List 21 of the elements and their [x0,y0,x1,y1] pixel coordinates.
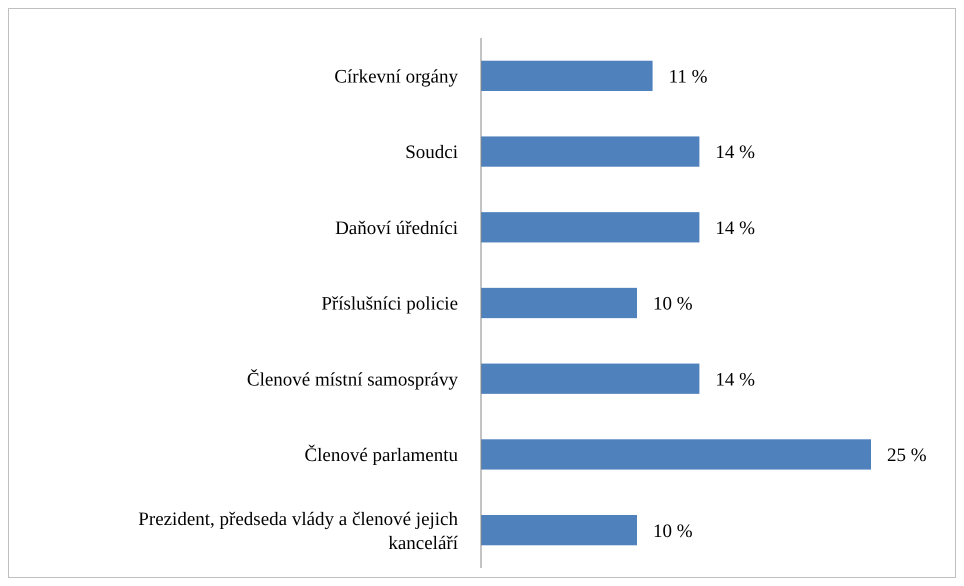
bar [481,212,700,242]
y-tick-label: Členové parlamentu [304,444,458,466]
y-tick-label: Církevní orgány [334,66,458,88]
bar [481,136,700,167]
bar [481,60,653,91]
data-label: 14 % [715,218,756,239]
bar [481,439,871,470]
y-tick-label: Soudci [405,142,458,164]
data-label: 10 % [653,294,693,315]
data-label: 14 % [715,369,756,390]
y-tick-label: Prezident, předseda vlády a členové jejich kanceláří [138,508,459,554]
y-tick-label: Příslušníci policie [321,294,458,315]
bar [481,288,637,318]
y-tick-label: Daňoví úředníci [335,218,458,239]
y-tick-label: Členové místní samosprávy [246,368,458,390]
data-label: 11 % [668,66,708,88]
data-label: 10 % [653,520,693,542]
data-label: 25 % [887,445,927,466]
bar [481,364,700,394]
bar [481,515,637,546]
data-label: 14 % [715,142,756,164]
